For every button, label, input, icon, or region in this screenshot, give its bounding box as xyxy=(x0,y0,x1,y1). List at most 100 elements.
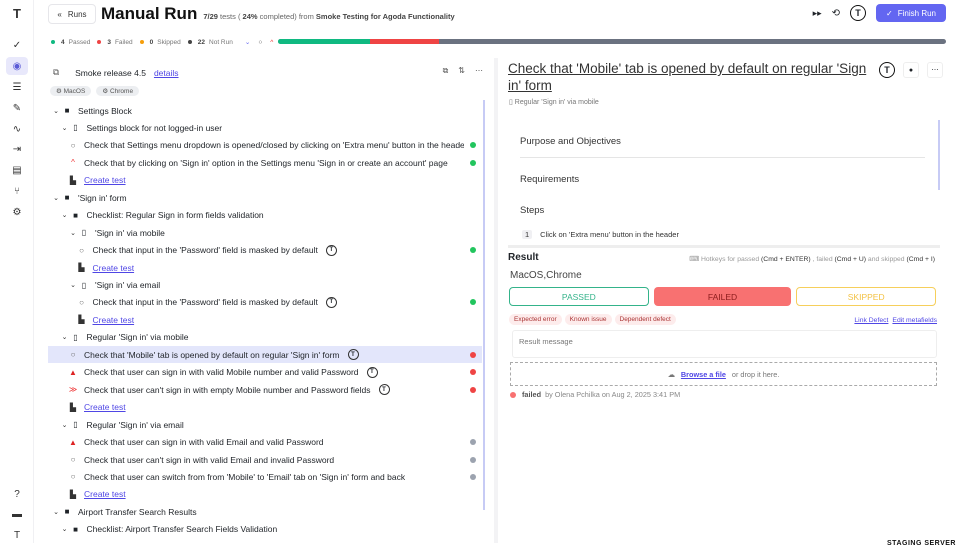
test-item[interactable]: ▲ Check that user can sign in with valid … xyxy=(48,364,482,381)
known-issue-chip[interactable]: Known issue xyxy=(564,314,612,325)
chevron-down-icon[interactable]: ⌄ xyxy=(70,229,76,237)
chevron-down-icon[interactable]: ⌄ xyxy=(61,124,68,132)
test-item[interactable]: ○ Check that Settings menu dropdown is op… xyxy=(48,137,482,154)
test-item[interactable]: ○ Check that input in the 'Password' fiel… xyxy=(48,294,482,311)
test-item[interactable]: ^ Check that by clicking on 'Sign in' opt… xyxy=(48,154,482,171)
test-item[interactable]: ○ Check that user can't sign in with vali… xyxy=(48,451,482,468)
back-to-runs-button[interactable]: «Runs xyxy=(48,4,96,24)
test-item[interactable]: ○ Check that user can switch from from 'M… xyxy=(48,468,482,485)
create-test-link[interactable]: ▙ Create test xyxy=(48,311,482,328)
folder-icon: ■ xyxy=(64,193,70,203)
run-icon: ⧉ xyxy=(53,67,60,77)
description-scrollbar[interactable] xyxy=(938,120,940,190)
testomat-icon[interactable]: T xyxy=(850,5,867,21)
help-icon[interactable]: ? xyxy=(14,488,20,500)
skipped-button[interactable]: SKIPPED xyxy=(796,287,937,306)
check-icon[interactable]: ✓ xyxy=(12,39,22,51)
folder-item[interactable]: ⌄ ■ Checklist: Airport Transfer Search Fie… xyxy=(48,521,482,538)
browse-file-link[interactable]: Browse a file xyxy=(680,369,726,379)
folder-item[interactable]: ⌄ ■ Checklist: Regular Sign in form fields… xyxy=(48,207,482,224)
status-failed-icon xyxy=(470,386,476,393)
checklist-icon[interactable]: ☰ xyxy=(12,81,22,93)
suite-item[interactable]: ⌄ ▯ Regular 'Sign in' via mobile xyxy=(48,329,482,346)
play-circle-icon[interactable]: ◉ xyxy=(6,57,28,75)
folder-icon[interactable]: ▬ xyxy=(12,508,22,520)
header: «Runs Manual Run 7/29 tests ( 24% comple… xyxy=(48,4,946,26)
run-header: ⧉ Smoke release 4.5 details xyxy=(53,67,179,78)
env-tag: ⚙ Chrome xyxy=(96,86,140,96)
chevron-down-icon[interactable]: ⌄ xyxy=(61,212,68,220)
folder-item[interactable]: ⌄ ■ Settings Block xyxy=(48,102,482,119)
test-item[interactable]: ○ Check that 'Mobile' tab is opened by de… xyxy=(48,346,482,364)
new-file-icon: ▙ xyxy=(78,315,85,325)
test-item[interactable]: ≫ Check that user can't sign in with empt… xyxy=(48,381,482,398)
finish-run-button[interactable]: ✓ Finish Run xyxy=(876,4,946,22)
priority-low-filter-icon[interactable]: ⌄ xyxy=(244,39,251,46)
branch-icon[interactable]: ⑂ xyxy=(14,185,20,197)
priority-normal-icon: ○ xyxy=(70,140,76,150)
test-item[interactable]: ▲ Check that user can sign in with valid … xyxy=(48,434,482,451)
chevron-down-icon[interactable]: ⌄ xyxy=(61,526,68,534)
chevron-down-icon[interactable]: ⌄ xyxy=(70,282,76,289)
tree-view-icon[interactable]: ⇅ xyxy=(458,66,465,75)
passed-button[interactable]: PASSED xyxy=(509,287,649,306)
testomat-icon[interactable]: T xyxy=(879,62,895,78)
more-icon[interactable]: ⋯ xyxy=(927,62,943,78)
timer-icon[interactable]: ⟲ xyxy=(831,7,841,19)
folder-icon: ■ xyxy=(64,106,70,115)
bug-icon[interactable]: ● xyxy=(903,62,919,78)
priority-high-filter-icon[interactable]: ^ xyxy=(270,38,274,46)
more-icon[interactable]: ⋯ xyxy=(475,66,483,75)
link-defect-link[interactable]: Link Defect xyxy=(854,317,889,324)
check-icon: ✓ xyxy=(886,8,893,18)
result-message-input[interactable]: Result message xyxy=(512,330,937,358)
chevron-down-icon[interactable]: ⌄ xyxy=(61,334,68,342)
chart-icon[interactable]: ▤ xyxy=(12,164,22,176)
automated-icon: T xyxy=(366,366,378,378)
folder-icon: ■ xyxy=(73,210,78,220)
automated-icon: T xyxy=(378,384,390,396)
pen-icon[interactable]: ✎ xyxy=(12,102,22,114)
folder-item[interactable]: ⌄ ■ 'Sign in' form xyxy=(48,189,482,206)
gear-icon[interactable]: ⚙ xyxy=(12,206,22,218)
dependent-defect-chip[interactable]: Dependent defect xyxy=(614,314,676,325)
priority-normal-filter-icon[interactable]: ○ xyxy=(258,38,263,46)
test-title[interactable]: Check that 'Mobile' tab is opened by def… xyxy=(508,61,867,93)
test-suite-label: ▯ Regular 'Sign in' via mobile xyxy=(509,99,599,106)
suite-item[interactable]: ⌄ ▯ Regular 'Sign in' via email xyxy=(48,416,482,433)
file-dropzone[interactable]: ☁ Browse a file or drop it here. xyxy=(510,362,937,386)
chevron-down-icon[interactable]: ⌄ xyxy=(53,194,59,202)
test-item[interactable]: ○ Check that input in the 'Password' fiel… xyxy=(48,242,482,259)
create-test-link[interactable]: ▙ Create test xyxy=(48,486,482,503)
chevron-down-icon[interactable]: ⌄ xyxy=(53,107,59,115)
chevron-down-icon[interactable]: ⌄ xyxy=(61,421,68,429)
expected-error-chip[interactable]: Expected error xyxy=(509,314,562,325)
env-tag: ⚙ MacOS xyxy=(50,86,92,96)
activity-icon[interactable]: ∿ xyxy=(12,123,22,135)
failed-button[interactable]: FAILED xyxy=(653,287,792,306)
tree-scrollbar[interactable] xyxy=(483,100,485,510)
requirements-heading[interactable]: Requirements xyxy=(520,174,580,185)
run-summary: 7/29 tests ( 24% completed) from Smoke T… xyxy=(203,12,455,21)
chevron-down-icon[interactable]: ⌄ xyxy=(53,508,59,516)
app-logo[interactable]: T xyxy=(13,5,21,21)
edit-metafields-link[interactable]: Edit metafields xyxy=(892,317,937,324)
test-tree-panel: ⧉ Smoke release 4.5 details ⧉ ⇅ ⋯ ⚙ MacO… xyxy=(48,58,488,543)
purpose-heading[interactable]: Purpose and Objectives xyxy=(520,136,621,147)
horizontal-resizer[interactable] xyxy=(508,245,940,248)
fast-forward-icon[interactable]: ▸▸ xyxy=(812,7,822,18)
double-chevron-left-icon: « xyxy=(57,9,62,19)
create-test-link[interactable]: ▙ Create test xyxy=(48,259,482,276)
import-icon[interactable]: ⇥ xyxy=(12,143,22,155)
create-test-link[interactable]: ▙ Create test xyxy=(48,399,482,416)
panel-resizer[interactable] xyxy=(494,58,498,543)
suite-item[interactable]: ⌄ ▯ 'Sign in' via email xyxy=(48,277,482,294)
suite-item[interactable]: ⌄ ▯ Settings block for not logged-in user xyxy=(48,119,482,136)
suite-item[interactable]: ⌄ ▯ 'Sign in' via mobile xyxy=(48,224,482,241)
steps-heading[interactable]: Steps xyxy=(520,205,545,216)
folder-item[interactable]: ⌄ ■ Airport Transfer Search Results xyxy=(48,503,482,520)
create-test-link[interactable]: ▙ Create test xyxy=(48,172,482,189)
copy-icon[interactable]: ⧉ xyxy=(442,66,449,75)
testomat-icon[interactable]: T xyxy=(13,529,21,541)
details-link[interactable]: details xyxy=(153,67,179,78)
